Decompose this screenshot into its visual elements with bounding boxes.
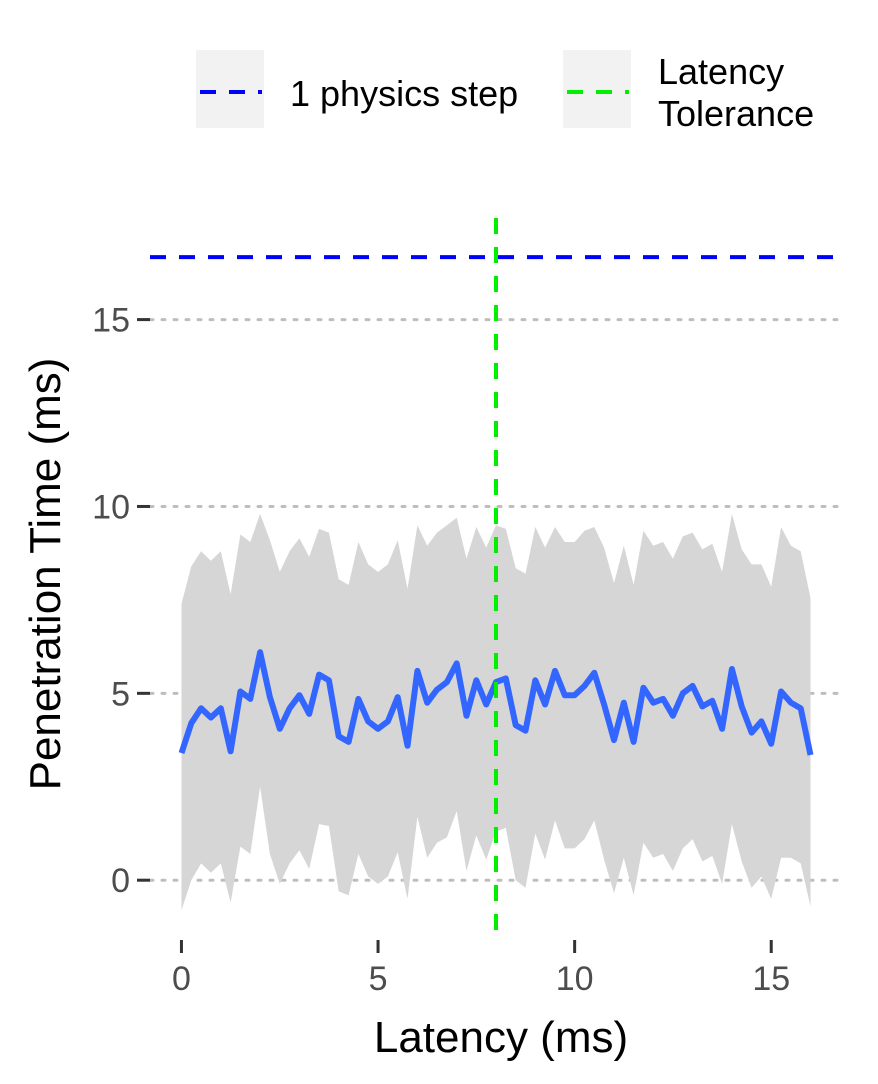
legend-label-physics-step: 1 physics step bbox=[290, 73, 518, 114]
x-axis: 0 5 10 15 bbox=[172, 940, 790, 998]
x-tick-label-0: 0 bbox=[172, 960, 191, 998]
reference-lines bbox=[150, 218, 842, 940]
y-tick-label-5: 5 bbox=[111, 675, 130, 713]
y-axis: 0 5 10 15 bbox=[92, 302, 150, 900]
x-tick-label-5: 5 bbox=[369, 960, 388, 998]
legend-label-latency-tolerance-line1: Latency bbox=[658, 51, 784, 92]
legend-label-latency-tolerance: Latency Tolerance bbox=[658, 51, 814, 134]
y-tick-label-15: 15 bbox=[92, 302, 130, 340]
legend-key-physics-step-bg bbox=[196, 50, 264, 128]
y-tick-label-10: 10 bbox=[92, 488, 130, 526]
legend: 1 physics step Latency Tolerance bbox=[196, 50, 814, 134]
legend-key-latency-tolerance-bg bbox=[563, 50, 631, 128]
legend-label-latency-tolerance-line2: Tolerance bbox=[658, 93, 814, 134]
x-tick-label-15: 15 bbox=[752, 960, 790, 998]
y-tick-label-0: 0 bbox=[111, 862, 130, 900]
x-tick-label-10: 10 bbox=[556, 960, 594, 998]
x-axis-title: Latency (ms) bbox=[374, 1013, 628, 1062]
y-axis-title: Penetration Time (ms) bbox=[21, 358, 70, 791]
